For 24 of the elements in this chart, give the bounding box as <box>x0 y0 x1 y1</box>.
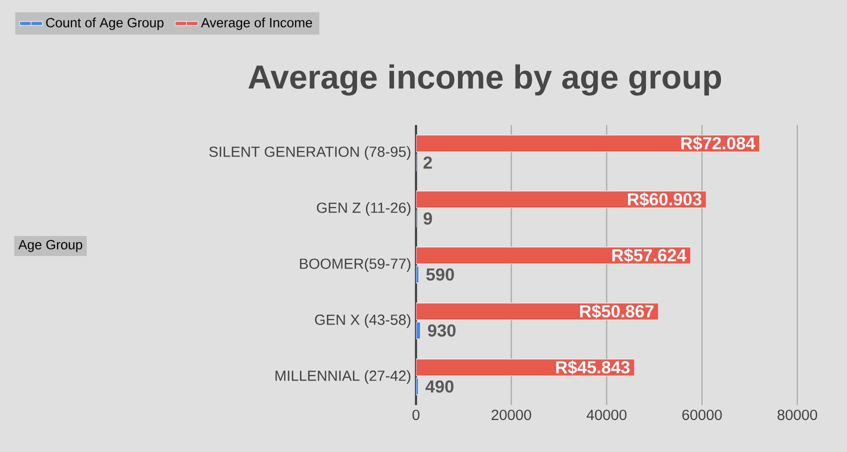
y-tick-label: MILLENNIAL (27-42) <box>276 370 410 384</box>
x-tick-label: 80000 <box>778 410 818 420</box>
y-tick-label: GEN X (43-58) <box>315 314 410 328</box>
x-tick-label: 20000 <box>492 410 532 420</box>
data-label: 930 <box>428 324 456 337</box>
data-label: R$50.867 <box>580 304 654 319</box>
data-label: R$45.843 <box>556 360 630 375</box>
data-label: 2 <box>424 156 432 169</box>
data-label: 9 <box>424 212 432 225</box>
data-label: R$72.084 <box>681 136 756 151</box>
data-label: R$60.903 <box>628 192 702 207</box>
text: Age Group <box>18 240 82 252</box>
data-label: 490 <box>426 380 454 393</box>
y-tick-label: GEN Z (11-26) <box>316 202 410 216</box>
y-tick-label: BOOMER(59-77) <box>300 258 410 272</box>
data-label: R$57.624 <box>612 248 686 263</box>
legend-label: Count of Age Group <box>46 18 164 30</box>
x-tick-label: 60000 <box>682 410 722 420</box>
chart-title: Average income by age group <box>248 64 722 96</box>
x-tick-label: 0 <box>412 410 420 420</box>
legend-label: Average of Income <box>201 18 312 30</box>
data-label: 590 <box>426 268 454 281</box>
x-tick-label: 40000 <box>586 410 626 420</box>
y-tick-label: SILENT GENERATION (78-95) <box>209 146 410 160</box>
